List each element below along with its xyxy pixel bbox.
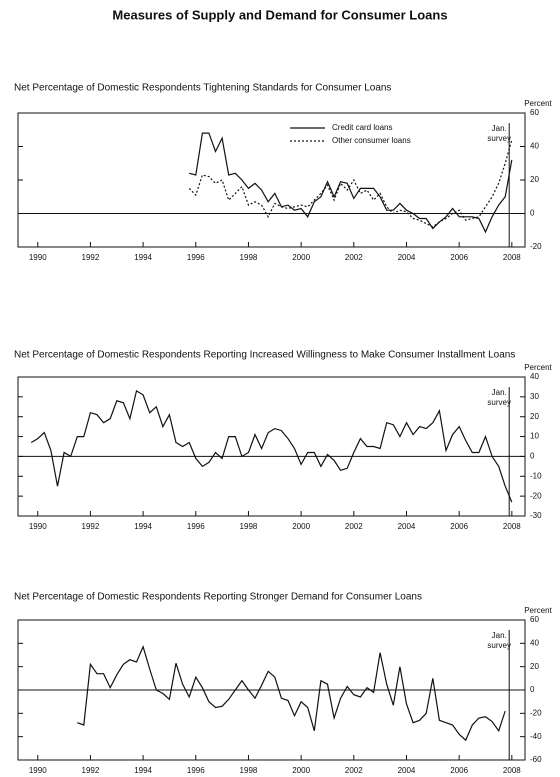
plot-frame	[17, 112, 526, 248]
x-tick-label: 2008	[503, 766, 521, 775]
y-tick-label: -30	[530, 511, 542, 520]
y-tick-label: -20	[530, 491, 542, 500]
y-tick-label: 30	[530, 392, 539, 401]
x-tick-label: 2008	[503, 253, 521, 262]
x-tick-label: 1992	[82, 522, 100, 531]
axis-unit: Percent	[524, 363, 552, 372]
x-tick-label: 2006	[450, 253, 468, 262]
y-tick-label: 0	[530, 209, 535, 218]
survey-note: survey	[487, 134, 511, 143]
y-tick-label: 40	[530, 142, 539, 151]
series-line	[77, 645, 506, 742]
y-tick-label: -10	[530, 471, 542, 480]
y-tick-label: 20	[530, 175, 539, 184]
y-tick-label: 40	[530, 638, 539, 647]
series-line	[188, 139, 513, 228]
x-tick-label: 1996	[187, 522, 205, 531]
survey-note: Jan.	[492, 631, 507, 640]
series-line	[189, 132, 513, 234]
legend-label: Credit card loans	[332, 123, 392, 132]
survey-note: Jan.	[492, 388, 507, 397]
x-tick-label: 2008	[503, 522, 521, 531]
panel-title: Net Percentage of Domestic Respondents T…	[14, 83, 391, 94]
y-tick-label: -20	[530, 242, 542, 251]
x-tick-label: 1994	[134, 522, 152, 531]
y-tick-label: -20	[530, 708, 542, 717]
x-tick-label: 1996	[187, 766, 205, 775]
x-tick-label: 1990	[29, 766, 47, 775]
x-tick-label: 1998	[240, 766, 258, 775]
y-tick-label: 40	[530, 372, 539, 381]
survey-note: survey	[487, 641, 511, 650]
y-tick-label: 60	[530, 615, 539, 624]
x-tick-label: 1994	[134, 253, 152, 262]
page-title: Measures of Supply and Demand for Consum…	[112, 7, 447, 22]
series-line	[30, 389, 513, 503]
survey-note: Jan.	[492, 124, 507, 133]
y-tick-label: 20	[530, 662, 539, 671]
x-tick-label: 2006	[450, 766, 468, 775]
y-tick-label: 20	[530, 412, 539, 421]
x-tick-label: 2004	[398, 766, 416, 775]
x-tick-label: 2004	[398, 253, 416, 262]
x-tick-label: 2002	[345, 766, 363, 775]
axis-unit: Percent	[524, 99, 552, 108]
y-tick-label: 10	[530, 432, 539, 441]
y-tick-label: 0	[530, 452, 535, 461]
panel-title: Net Percentage of Domestic Respondents R…	[14, 592, 422, 603]
x-tick-label: 1996	[187, 253, 205, 262]
x-tick-label: 1992	[82, 253, 100, 262]
x-tick-label: 2002	[345, 253, 363, 262]
axis-unit: Percent	[524, 606, 552, 615]
y-tick-label: 0	[530, 685, 535, 694]
x-tick-label: 2000	[292, 253, 310, 262]
x-tick-label: 1990	[29, 253, 47, 262]
x-tick-label: 2004	[398, 522, 416, 531]
survey-note: survey	[487, 398, 511, 407]
panel-title: Net Percentage of Domestic Respondents R…	[14, 350, 515, 361]
x-tick-label: 2006	[450, 522, 468, 531]
x-tick-label: 2002	[345, 522, 363, 531]
y-tick-label: -60	[530, 755, 542, 764]
x-tick-label: 1998	[240, 253, 258, 262]
y-tick-label: -40	[530, 732, 542, 741]
x-tick-label: 1998	[240, 522, 258, 531]
y-tick-label: 60	[530, 108, 539, 117]
x-tick-label: 1992	[82, 766, 100, 775]
x-tick-label: 1990	[29, 522, 47, 531]
x-tick-label: 2000	[292, 766, 310, 775]
x-tick-label: 2000	[292, 522, 310, 531]
legend-label: Other consumer loans	[332, 136, 411, 145]
plot-frame	[17, 376, 526, 517]
x-tick-label: 1994	[134, 766, 152, 775]
